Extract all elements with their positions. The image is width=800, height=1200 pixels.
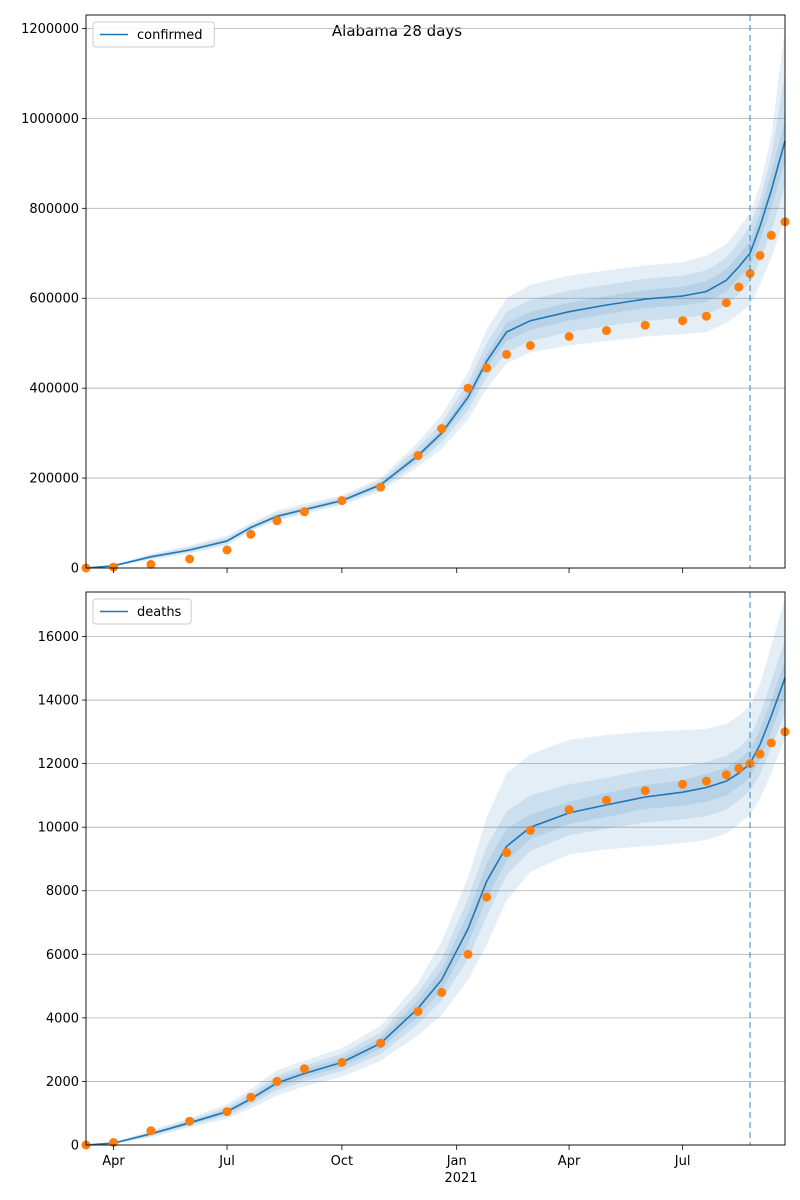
confidence-band-2 <box>86 639 785 1145</box>
y-tick-label: 4000 <box>46 1011 79 1026</box>
observed-point <box>299 507 309 517</box>
observed-point <box>246 1092 256 1102</box>
observed-point <box>109 562 118 572</box>
y-tick-label: 14000 <box>38 694 79 709</box>
observed-point <box>185 554 195 564</box>
observed-point <box>337 496 347 506</box>
observed-point <box>525 825 535 835</box>
observed-point <box>272 1076 282 1086</box>
legend-label: confirmed <box>137 28 203 43</box>
observed-point <box>222 1107 232 1117</box>
x-tick-label: Apr <box>102 1154 125 1169</box>
x-tick-label: Apr <box>558 1154 581 1169</box>
x-year-label: 2021 <box>444 1171 477 1186</box>
y-tick-label: 1000000 <box>21 112 79 127</box>
observed-point <box>299 1064 309 1074</box>
observed-point <box>602 326 611 336</box>
observed-point <box>745 269 755 278</box>
observed-point <box>734 282 744 292</box>
axes-frame <box>85 591 786 1146</box>
observed-point <box>337 1057 347 1067</box>
legend-box <box>92 21 215 48</box>
legend-label: deaths <box>137 605 182 620</box>
y-tick-label: 16000 <box>38 630 79 645</box>
observed-point <box>701 311 711 321</box>
x-tick-label: Jan <box>446 1154 467 1169</box>
x-tick-label: Oct <box>331 1154 353 1169</box>
observed-point <box>602 795 611 805</box>
observed-point <box>185 1116 195 1126</box>
observed-point <box>246 529 256 539</box>
observed-point <box>564 332 574 341</box>
axes-frame <box>85 14 786 569</box>
observed-point <box>564 805 574 815</box>
observed-point <box>146 1126 156 1136</box>
observed-point <box>640 320 650 330</box>
legend: confirmed <box>92 21 215 48</box>
y-tick-label: 6000 <box>46 948 79 963</box>
confirmed-panel: 0 200000 400000 600000 800000 1000000 1200000 c… <box>21 14 790 577</box>
observed-point <box>755 749 765 759</box>
y-tick-label: 800000 <box>29 202 79 217</box>
observed-point <box>482 892 492 902</box>
chart-title: Alabama 28 days <box>332 22 462 40</box>
observed-point <box>482 363 492 373</box>
observed-point <box>437 987 447 997</box>
observed-point <box>502 349 512 359</box>
deaths-panel: 0 2000 4000 6000 8000 10000 12000 14000 16000 Apr… <box>38 591 790 1169</box>
y-tick-label: 0 <box>71 562 79 577</box>
observed-point <box>701 776 711 786</box>
y-tick-label: 1200000 <box>21 22 79 37</box>
observed-point <box>640 786 650 796</box>
x-tick-label: Jul <box>218 1154 235 1169</box>
model-line <box>85 140 786 569</box>
y-tick-label: 12000 <box>38 757 79 772</box>
y-tick-label: 10000 <box>38 821 79 836</box>
observed-point <box>678 779 688 789</box>
observed-point <box>766 230 776 240</box>
confidence-band-1 <box>86 598 785 1145</box>
y-tick-label: 0 <box>71 1139 79 1154</box>
observed-point <box>413 451 423 461</box>
x-tick-label: Jul <box>674 1154 691 1169</box>
legend-box <box>92 598 192 625</box>
observed-point <box>678 316 688 326</box>
observed-point <box>437 424 447 434</box>
observed-point <box>222 545 232 555</box>
observed-point <box>502 848 512 858</box>
observed-point <box>721 770 731 780</box>
model-line <box>85 677 786 1146</box>
observed-point <box>463 383 473 393</box>
observed-point <box>734 763 744 773</box>
observed-point <box>272 516 282 526</box>
confidence-band-1 <box>86 28 785 568</box>
observed-point <box>721 298 731 308</box>
confidence-band-3 <box>86 120 785 568</box>
observed-point <box>376 482 386 492</box>
legend: deaths <box>92 598 192 625</box>
y-tick-label: 600000 <box>29 292 79 307</box>
y-tick-label: 200000 <box>29 472 79 487</box>
observed-point <box>755 251 765 260</box>
observed-point <box>376 1038 386 1048</box>
observed-point <box>463 949 473 959</box>
y-tick-label: 8000 <box>46 884 79 899</box>
observed-point <box>525 341 535 350</box>
y-tick-label: 2000 <box>46 1075 79 1090</box>
observed-point <box>766 738 776 748</box>
observed-point <box>146 559 156 569</box>
observed-point <box>413 1007 423 1016</box>
y-tick-label: 400000 <box>29 382 79 397</box>
